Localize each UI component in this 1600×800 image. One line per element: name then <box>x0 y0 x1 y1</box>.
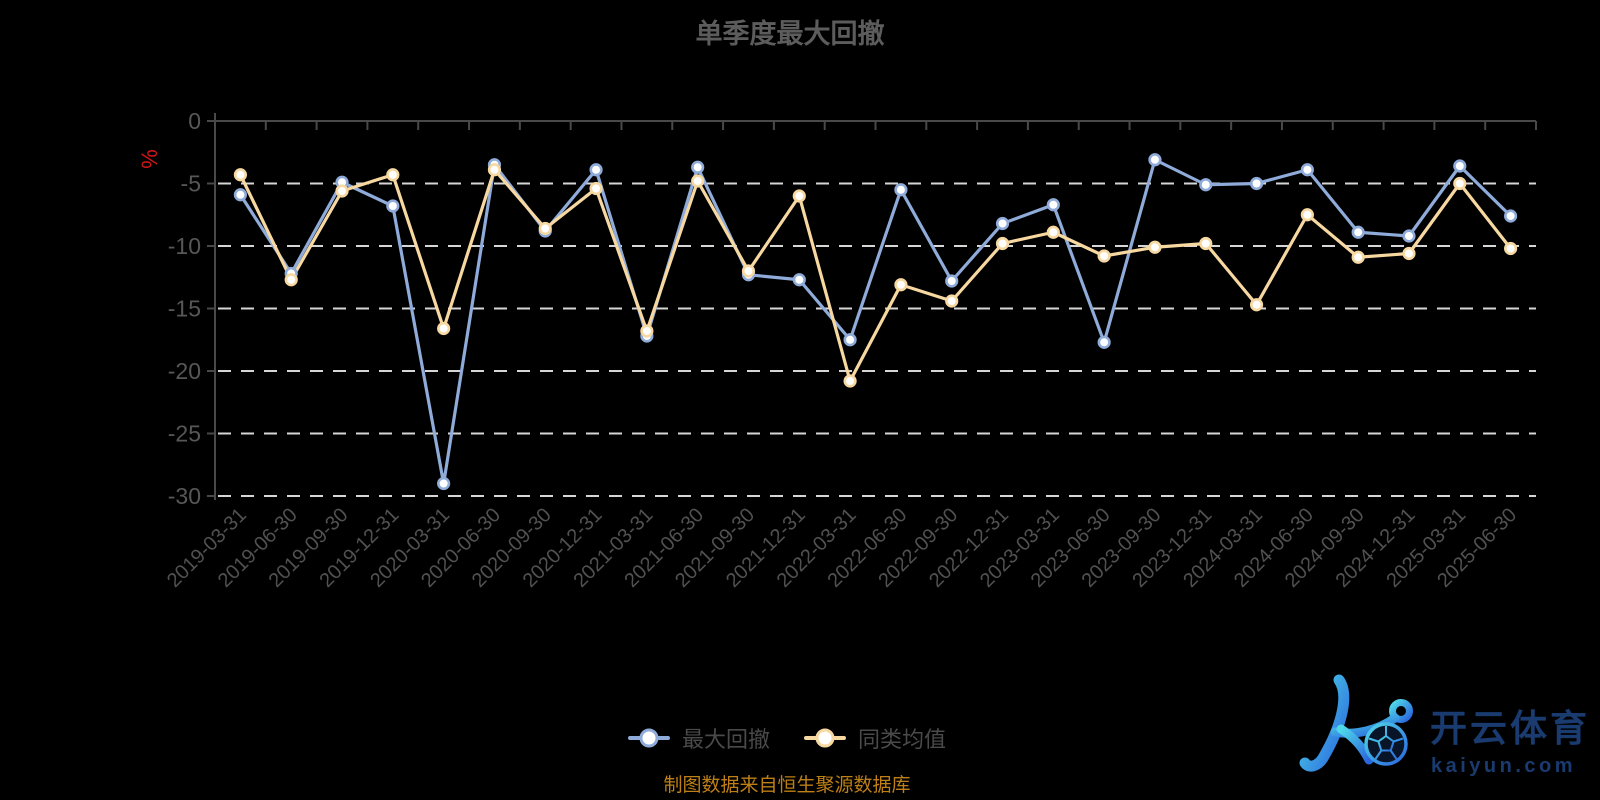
brand-name-text: 开云体育 <box>1430 708 1588 749</box>
data-point-category-average[interactable] <box>640 324 654 338</box>
legend-marker-icon <box>627 728 670 748</box>
data-point-max-drawdown[interactable] <box>792 273 806 287</box>
data-point-category-average[interactable] <box>437 321 451 336</box>
data-point-category-average[interactable] <box>487 163 502 177</box>
data-point-category-average[interactable] <box>945 294 959 308</box>
y-axis-label: -25 <box>168 421 201 447</box>
data-point-category-average[interactable] <box>1300 208 1314 222</box>
data-point-category-average[interactable] <box>386 168 400 182</box>
legend-label: 最大回撤 <box>681 727 770 752</box>
y-axis-label: -20 <box>168 358 201 384</box>
y-axis-label: -30 <box>168 483 201 509</box>
data-point-category-average[interactable] <box>1199 236 1213 251</box>
kaiyun-watermark-logo: 开云体育 kaiyun.com <box>1299 674 1588 777</box>
data-point-max-drawdown[interactable] <box>1097 335 1111 349</box>
data-point-max-drawdown[interactable] <box>437 476 451 491</box>
data-point-category-average[interactable] <box>894 278 908 292</box>
legend-item-category-average[interactable]: 同类均值 <box>804 722 946 754</box>
data-point-category-average[interactable] <box>741 264 756 278</box>
y-axis-label: -10 <box>168 233 201 259</box>
data-point-category-average[interactable] <box>538 221 552 236</box>
legend-dot-icon <box>815 728 835 748</box>
data-point-max-drawdown[interactable] <box>1249 176 1264 191</box>
data-point-max-drawdown[interactable] <box>1300 163 1314 177</box>
brand-domain-text: kaiyun.com <box>1431 755 1576 777</box>
data-point-max-drawdown[interactable] <box>691 160 705 174</box>
data-point-max-drawdown[interactable] <box>386 199 400 213</box>
legend-marker-icon <box>804 728 846 748</box>
data-point-category-average[interactable] <box>843 374 857 388</box>
data-point-max-drawdown[interactable] <box>1402 229 1416 243</box>
data-point-category-average[interactable] <box>284 273 298 287</box>
y-axis-label: -5 <box>181 171 201 197</box>
data-point-category-average[interactable] <box>233 168 248 182</box>
data-point-max-drawdown[interactable] <box>1503 209 1518 223</box>
legend-dot-icon <box>639 728 659 748</box>
data-point-category-average[interactable] <box>1503 241 1518 256</box>
data-point-max-drawdown[interactable] <box>1351 225 1365 239</box>
data-point-max-drawdown[interactable] <box>233 188 248 202</box>
legend-item-max-drawdown[interactable]: 最大回撤 <box>627 722 770 754</box>
data-point-max-drawdown[interactable] <box>1148 153 1162 167</box>
data-point-category-average[interactable] <box>1249 298 1264 312</box>
data-point-category-average[interactable] <box>1148 240 1162 254</box>
data-point-category-average[interactable] <box>792 189 806 203</box>
data-point-max-drawdown[interactable] <box>1046 198 1060 212</box>
data-point-category-average[interactable] <box>1046 225 1060 239</box>
data-point-max-drawdown[interactable] <box>945 274 959 288</box>
data-point-category-average[interactable] <box>335 184 349 198</box>
chart-legend: 最大回撤 同类均值 <box>627 722 946 754</box>
data-point-max-drawdown[interactable] <box>995 216 1010 231</box>
data-point-max-drawdown[interactable] <box>1199 178 1213 192</box>
data-point-max-drawdown[interactable] <box>589 163 603 177</box>
k-monogram-icon <box>1299 674 1413 772</box>
data-point-max-drawdown[interactable] <box>843 333 857 347</box>
series-line-category-average <box>238 168 1513 383</box>
chart-title: 单季度最大回撤 <box>695 19 885 49</box>
data-point-category-average[interactable] <box>1402 246 1416 261</box>
y-axis-label: -15 <box>168 296 201 322</box>
data-point-max-drawdown[interactable] <box>894 183 908 197</box>
data-point-category-average[interactable] <box>1351 250 1365 264</box>
data-source-note: 制图数据来自恒生聚源数据库 <box>663 775 911 796</box>
data-point-max-drawdown[interactable] <box>1453 159 1467 173</box>
legend-label: 同类均值 <box>858 727 947 752</box>
y-axis-label: 0 <box>188 108 201 134</box>
data-point-category-average[interactable] <box>691 174 705 188</box>
data-point-category-average[interactable] <box>589 181 603 196</box>
data-point-category-average[interactable] <box>1097 249 1111 263</box>
data-point-category-average[interactable] <box>995 236 1010 251</box>
series-line-max-drawdown <box>238 158 1513 486</box>
soccer-ball-icon <box>1364 722 1408 766</box>
data-point-category-average[interactable] <box>1453 176 1467 191</box>
